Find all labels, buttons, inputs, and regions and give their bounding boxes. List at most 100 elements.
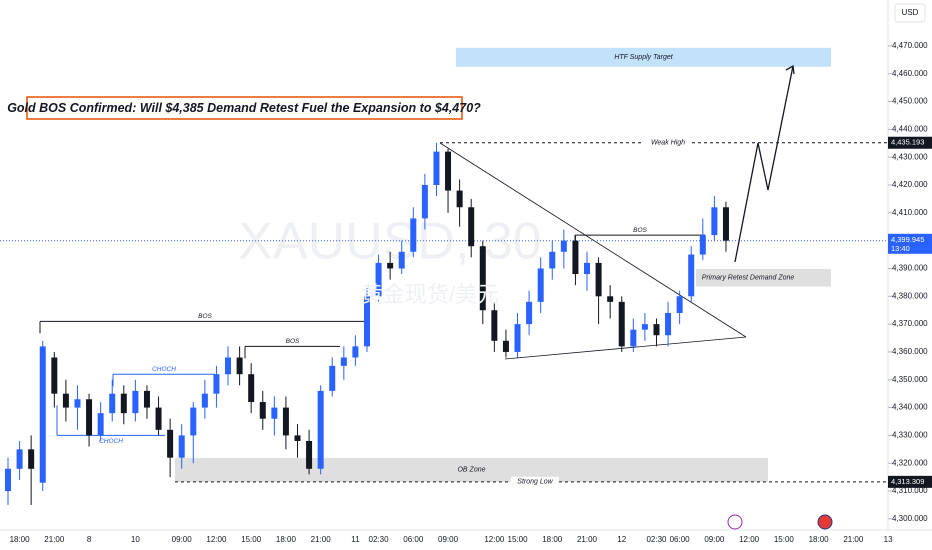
x-tick-label: 18:00: [809, 535, 830, 544]
candle-body: [282, 407, 289, 436]
x-tick-label: 12:00: [739, 535, 760, 544]
candle-body: [271, 407, 278, 419]
candle-body: [5, 468, 11, 492]
candle-body: [641, 324, 648, 330]
x-tick-label: 21:00: [577, 535, 598, 544]
candle-body: [109, 393, 116, 414]
y-tick-label: 4,370.000: [892, 319, 928, 328]
y-tick-label: 4,410.000: [892, 208, 928, 217]
x-tick-label: 18:00: [276, 535, 297, 544]
candle-body: [155, 407, 162, 430]
candle-body: [97, 413, 104, 436]
candle-body: [213, 374, 220, 394]
y-tick-label: 4,380.000: [892, 291, 928, 300]
x-tick-label: 15:00: [241, 535, 262, 544]
x-tick-label: 09:00: [704, 535, 725, 544]
candle-body: [502, 340, 509, 352]
candle-body: [514, 324, 521, 352]
level-label: Weak High: [651, 140, 685, 147]
drawing-line: [757, 142, 769, 191]
candle-body: [398, 251, 405, 269]
candle-body: [363, 296, 370, 347]
structure-label: CHOCH: [99, 438, 123, 445]
y-tick-label: 4,350.000: [892, 375, 928, 384]
x-tick-label: 21:00: [311, 535, 332, 544]
zone: [696, 269, 831, 287]
structure-label: CHOCH: [152, 366, 176, 373]
x-tick-label: 18:00: [542, 535, 563, 544]
candle-body: [236, 357, 243, 375]
candle-body: [421, 185, 428, 219]
y-tick-label: 4,360.000: [892, 347, 928, 356]
candle-body: [630, 329, 637, 347]
plot-layer: HTF Supply Target Primary Retest Demand Z…: [0, 47, 888, 505]
y-tick-label: 4,340.000: [892, 403, 928, 412]
candle-body: [468, 207, 475, 247]
candle-body: [132, 390, 139, 414]
y-tick-label: 4,430.000: [892, 152, 928, 161]
event-icon[interactable]: [727, 514, 743, 530]
candle-body: [28, 449, 35, 469]
y-tick-label: 4,420.000: [892, 180, 928, 189]
structure-label: BOS: [633, 227, 647, 234]
x-tick-label: 18:00: [10, 535, 31, 544]
candle-body: [537, 268, 544, 302]
candle-body: [201, 393, 208, 408]
drawing-line: [767, 65, 794, 191]
currency-label: USD: [902, 8, 919, 17]
arrow-head: [785, 64, 795, 75]
structure-label: BOS: [286, 338, 300, 345]
zone: [456, 47, 831, 67]
candle-body: [306, 440, 313, 469]
event-icon[interactable]: [817, 514, 833, 530]
x-tick-label: 11: [351, 535, 360, 544]
candle-body: [39, 346, 46, 483]
zone-label: HTF Supply Target: [614, 54, 673, 61]
candle-body: [549, 251, 556, 269]
x-tick-label: 06:00: [403, 535, 424, 544]
x-tick-label: 12:00: [484, 535, 505, 544]
candle-body: [352, 346, 359, 358]
watermark-sub: 黄金现货/美元: [361, 282, 499, 307]
candle-body: [711, 207, 718, 236]
candle-body: [607, 296, 614, 302]
candle-body: [572, 240, 579, 275]
price-tag: [888, 475, 932, 488]
price-tag-label: 4,435.193: [891, 138, 924, 147]
candle-body: [248, 374, 255, 403]
candle-body: [618, 301, 625, 347]
level-label-bg: [511, 476, 559, 487]
x-tick-label: 13: [884, 535, 893, 544]
y-tick-label: 4,460.000: [892, 69, 928, 78]
level-label: Strong Low: [517, 479, 553, 486]
zone-label: OB Zone: [457, 467, 485, 474]
candle-body: [120, 393, 127, 414]
candle-body: [584, 262, 590, 275]
candle-body: [387, 262, 394, 269]
candle-body: [375, 262, 382, 297]
structure-label: BOS: [198, 313, 212, 320]
title-box: [26, 96, 463, 120]
candle-body: [86, 399, 93, 436]
candle-body: [410, 218, 417, 252]
x-tick-label: 8: [87, 535, 92, 544]
drawing-line: [734, 142, 759, 263]
x-tick-label: 15:00: [774, 535, 795, 544]
x-tick-label: 09:00: [438, 535, 459, 544]
chart-title: Gold BOS Confirmed: Will $4,385 Demand R…: [7, 101, 481, 115]
x-tick-label: 02:30: [646, 535, 667, 544]
y-tick-label: 4,470.000: [892, 41, 928, 50]
x-tick-label: 21:00: [843, 535, 864, 544]
currency-button[interactable]: [894, 3, 926, 23]
x-tick-label: 12: [617, 535, 626, 544]
x-tick-label: 10: [131, 535, 140, 544]
candle-body: [479, 246, 486, 311]
candle-body: [595, 262, 602, 297]
candle-body: [676, 296, 683, 313]
candle-body: [433, 151, 440, 186]
level-label-bg: [644, 137, 692, 148]
candle-body: [16, 449, 23, 469]
y-tick-label: 4,310.000: [892, 486, 928, 495]
last-price-label: 4,399.945: [891, 235, 924, 244]
